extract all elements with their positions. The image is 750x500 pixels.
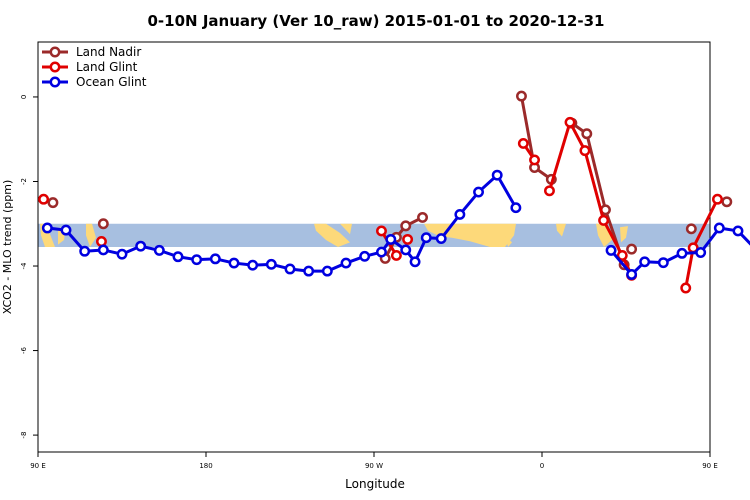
series-0-point-4-1 [581, 128, 593, 140]
series-2-point-0-20 [400, 244, 412, 256]
x-tick-label-0: 90 E [30, 462, 46, 470]
series-2-point-0-25 [473, 186, 484, 198]
series-1-point-6-0 [680, 282, 692, 294]
map-land-shape-9 [620, 226, 628, 243]
series-2-point-0-6 [153, 244, 165, 256]
series-2-point-0-9 [209, 253, 221, 265]
y-axis: 0 -2 -4 -6 -8 [20, 95, 38, 439]
series-2-point-0-13 [284, 263, 296, 275]
legend-label-0: Land Nadir [76, 45, 141, 59]
series-2-point-1-4 [676, 247, 688, 259]
series-2-point-0-3 [97, 244, 109, 256]
series-2-point-0-12 [265, 258, 277, 270]
y-axis-label: XCO2 - MLO trend (ppm) [1, 180, 14, 315]
legend-marker-1 [49, 61, 61, 73]
series-1-point-3-0 [402, 233, 414, 245]
x-axis-label: Longitude [345, 477, 405, 491]
map-land-shape-7 [556, 223, 566, 237]
series-2-point-0-1 [60, 224, 72, 236]
series-0-point-5-0 [626, 243, 638, 255]
series-0-point-1-0 [97, 218, 109, 230]
series-1-point-2-0 [376, 225, 387, 237]
series-1-point-5-2 [579, 145, 591, 157]
series-0-point-2-3 [417, 211, 428, 223]
series-2-point-1-0 [605, 244, 617, 256]
series-2-point-0-24 [454, 209, 466, 220]
series-1-point-5-4 [616, 250, 628, 261]
series-1-point-5-0 [544, 185, 555, 197]
series-2-point-0-7 [172, 251, 184, 263]
y-tick-label-1: -2 [20, 178, 28, 185]
series-2-point-0-27 [510, 202, 522, 214]
x-tick-label-4: 90 E [702, 462, 718, 470]
series-2-point-0-26 [491, 169, 503, 181]
series-2-point-1-7 [732, 225, 744, 237]
series-0-point-2-2 [400, 220, 412, 232]
y-tick-label-3: -6 [20, 347, 28, 355]
series-2-point-1-1 [626, 269, 638, 280]
series-2-point-0-0 [41, 222, 53, 234]
y-tick-label-4: -8 [20, 432, 28, 439]
series-2-point-0-18 [376, 246, 387, 258]
x-tick-label-3: 0 [540, 462, 544, 470]
legend-label-2: Ocean Glint [76, 75, 147, 89]
series-1-point-1-0 [96, 236, 107, 247]
series-2-point-0-16 [340, 257, 352, 269]
legend-marker-0 [49, 46, 61, 58]
series-2-point-0-11 [247, 259, 259, 271]
series-1-point-5-1 [564, 116, 576, 128]
legend-marker-2 [49, 76, 61, 88]
series-2-line-0 [47, 173, 518, 273]
series-1-point-5-3 [598, 214, 610, 226]
series-2-point-0-19 [385, 233, 397, 245]
series-0-point-0-0 [47, 197, 59, 209]
series-1-point-6-2 [712, 193, 723, 205]
series-2-point-0-21 [409, 256, 421, 268]
map-land-shape-3 [314, 223, 350, 247]
map-land-shape-4 [340, 223, 352, 235]
series-2-point-1-6 [713, 222, 725, 234]
series-2-point-0-2 [79, 245, 91, 257]
series-1-point-0-0 [38, 193, 50, 205]
series-2 [41, 169, 750, 280]
series-0-line-4 [571, 121, 626, 266]
series-2-point-0-8 [191, 254, 203, 266]
series-0-point-7-0 [721, 196, 733, 208]
series-1-point-2-1 [390, 250, 402, 261]
series-0-point-6-0 [685, 223, 697, 235]
x-tick-label-1: 180 [199, 462, 212, 470]
x-tick-label-2: 90 W [365, 462, 383, 470]
series-layer [38, 90, 750, 294]
series-0-point-3-0 [516, 90, 527, 102]
chart-title: 0-10N January (Ver 10_raw) 2015-01-01 to… [148, 12, 605, 30]
series-2-point-0-4 [116, 248, 128, 260]
series-2-point-0-10 [228, 257, 240, 269]
series-2-point-1-2 [639, 256, 651, 268]
map-ocean-band [38, 223, 710, 247]
series-2-point-0-5 [135, 240, 147, 252]
y-tick-label-2: -4 [20, 262, 28, 270]
map-band [38, 223, 710, 247]
series-2-point-0-15 [321, 265, 333, 277]
series-2-point-1-3 [657, 257, 669, 269]
series-2-point-0-22 [420, 232, 432, 244]
y-tick-label-0: 0 [20, 95, 28, 99]
series-1-point-4-0 [517, 137, 529, 149]
series-2-point-0-17 [359, 250, 371, 262]
map-land-shape-2 [86, 223, 96, 247]
legend-label-1: Land Glint [76, 60, 138, 74]
series-2-point-1-5 [695, 247, 707, 258]
series-2-point-0-23 [435, 233, 447, 244]
series-2-point-0-14 [303, 265, 315, 277]
map-land-shape-6 [505, 235, 512, 247]
series-1-point-4-1 [529, 154, 540, 166]
